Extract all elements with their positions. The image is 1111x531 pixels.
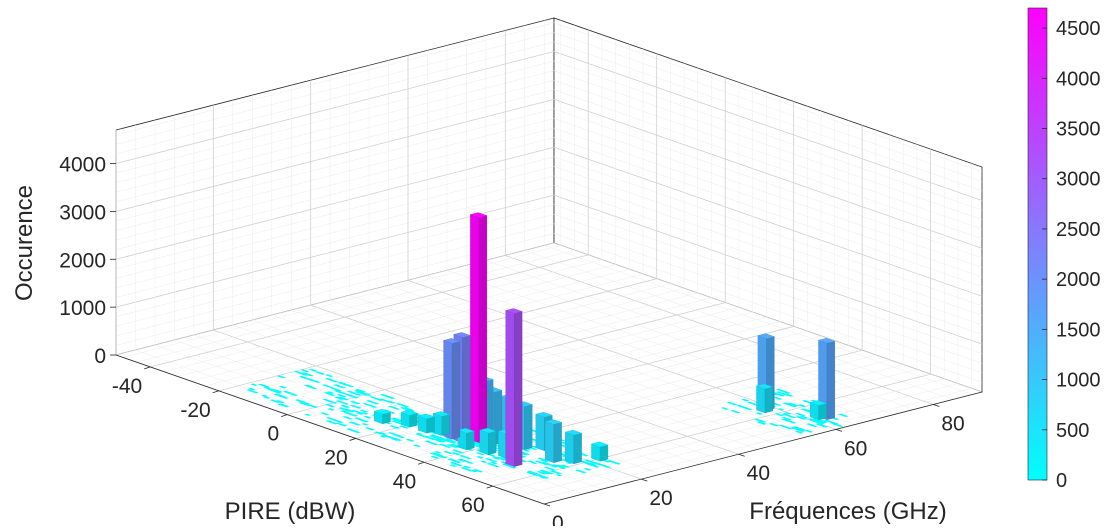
y-tick-mark [739,454,745,456]
x-tick-label: -20 [180,399,210,422]
colorbar-tick-label: 1000 [1056,370,1101,392]
bar [565,430,581,464]
bar-side-face [442,414,450,435]
bar-side-face [574,433,582,464]
bar [810,401,826,420]
bar [545,420,561,463]
colorbar: 0 500 1000 1500 2000 2500 3000 3500 4000 4500 [1028,8,1101,492]
y-tick-mark [836,429,842,431]
bar [757,384,773,413]
x-tick-label: -40 [112,375,142,398]
z-tick-label: 3000 [59,201,106,224]
bar-front-face [545,422,554,463]
y-tick-mark [933,404,939,406]
colorbar-tick-label: 3500 [1056,119,1101,141]
colorbar-tick-label: 2500 [1056,219,1101,241]
y-tick-label: 0 [552,512,564,526]
x-tick-mark [144,367,150,369]
bar-side-face [466,431,474,450]
x-tick-label: 0 [268,423,280,446]
bar [374,409,390,424]
bar-side-face [827,341,835,420]
colorbar-ticks: 0 500 1000 1500 2000 2500 3000 3500 4000 4500 [1042,18,1101,492]
bar-side-face [410,413,418,427]
bar-side-face [524,405,532,450]
colorbar-tick-label: 2000 [1056,269,1101,291]
bar-side-face [600,445,608,461]
colorbar-tick-label: 500 [1056,420,1089,442]
bar [470,213,486,443]
colorbar-tick-label: 0 [1056,470,1067,492]
x-tick-mark [418,462,424,464]
colorbar-tick-label: 4500 [1056,18,1101,40]
bar-side-face [488,431,496,455]
y-tick-mark [544,504,550,506]
bar-side-face [765,387,773,413]
bar-front-face [757,386,766,413]
bar [592,442,608,461]
bar [480,428,496,455]
x-tick-mark [213,391,219,393]
colorbar-tick-label: 3000 [1056,169,1101,191]
z-tick-label: 1000 [59,297,106,320]
x-tick-mark [350,438,356,440]
x-tick-label: 20 [324,446,347,469]
y-tick-label: 40 [747,462,770,485]
bar-side-face [514,311,522,466]
x-tick-mark [281,415,287,417]
bar-side-face [427,417,435,433]
y-tick-label: 20 [649,487,672,510]
y-tick-mark [641,479,647,481]
x-axis-label: PIRE (dBW) [225,498,356,525]
bar-front-face [480,430,489,455]
x-tick-mark [487,486,493,488]
bar-front-face [506,311,515,467]
z-tick-label: 2000 [59,249,106,272]
bar [506,309,522,467]
bar [418,414,434,433]
colorbar-gradient [1028,8,1047,480]
bar [458,428,474,450]
z-axis-label: Occurence [11,185,38,301]
bar [433,411,449,435]
bar-side-face [554,422,562,462]
z-tick-label: 4000 [59,154,106,177]
bar-front-face [470,215,479,443]
bar-side-face [452,341,460,439]
x-tick-label: 40 [393,470,416,493]
x-tick-label: 60 [461,494,484,517]
colorbar-tick-label: 1500 [1056,319,1101,341]
colorbar-tick-label: 4000 [1056,68,1101,90]
y-axis-label: Fréquences (GHz) [749,498,946,525]
y-tick-label: 80 [941,412,964,435]
bar-front-face [536,414,545,451]
z-tick-label: 0 [94,345,106,368]
bar-side-face [462,335,470,442]
bar [401,410,417,427]
bar-side-face [819,403,827,419]
bar-side-face [479,216,487,443]
y-tick-label: 60 [844,437,867,460]
bar-front-face [565,432,574,464]
